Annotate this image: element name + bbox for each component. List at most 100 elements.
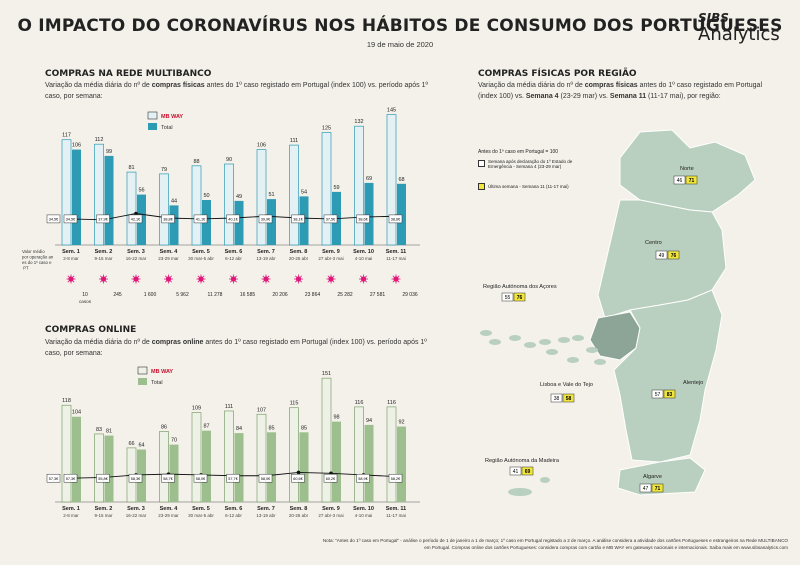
subcategory-label: 13-19 abr	[256, 513, 276, 518]
subcategory-label: 4-10 mai	[355, 513, 373, 518]
mbway-bar	[354, 125, 364, 246]
mbway-value-label: 118	[62, 398, 71, 404]
region-name-label: Região Autónoma da Madeira	[485, 458, 560, 464]
region-w11-value: 76	[517, 295, 523, 301]
avg-base-label: 34,5€	[49, 218, 59, 222]
category-label: Sem. 3	[127, 506, 145, 512]
legend-total-label: Total	[151, 380, 163, 386]
category-label: Sem. 11	[386, 249, 407, 255]
madeira-island-shape	[540, 477, 550, 483]
total-bar	[364, 182, 374, 245]
total-value-label: 94	[366, 418, 372, 424]
mbway-bar	[289, 144, 299, 246]
multibanco-title: COMPRAS NA REDE MULTIBANCO	[45, 69, 212, 79]
mbway-bar	[94, 433, 104, 503]
mbway-bar	[289, 407, 299, 503]
region-w4-value: 38	[554, 396, 560, 402]
avg-value-box	[63, 473, 78, 483]
avg-value-label: 38,8€	[163, 218, 173, 222]
avg-value-label: 57,3€	[66, 477, 76, 481]
total-bar	[72, 416, 81, 502]
mbway-bar	[321, 377, 332, 503]
virus-icon	[261, 274, 271, 284]
cases-value: 5 962	[176, 292, 189, 298]
cases-value: 11 278	[208, 292, 223, 298]
cases-value: 23 864	[305, 292, 321, 298]
subcategory-label: 4-10 mai	[355, 256, 373, 261]
total-bar	[169, 444, 179, 502]
category-label: Sem. 5	[192, 249, 210, 255]
total-value-label: 84	[236, 426, 242, 432]
online-desc-a: Variação da média diária do nº de	[45, 339, 152, 346]
total-bar	[397, 183, 406, 245]
region-w11-value: 76	[671, 253, 677, 259]
mbway-bar	[256, 149, 267, 246]
category-label: Sem. 11	[386, 506, 407, 512]
acores-island-shape	[489, 339, 501, 345]
mbway-bar	[191, 165, 202, 246]
avg-value-box	[193, 214, 208, 224]
mbway-bar	[159, 431, 169, 503]
region-w11-value: 58	[566, 396, 572, 402]
mbway-value-label: 107	[257, 407, 266, 413]
page-title: O IMPACTO DO CORONAVÍRUS NOS HÁBITOS DE …	[17, 16, 783, 36]
mbway-bar	[354, 406, 364, 503]
avg-value-box	[388, 214, 403, 224]
region-w4-box	[639, 483, 652, 493]
online-desc-c: antes do 1º caso registado em Portugal (…	[45, 339, 427, 357]
cases-value: 1 600	[144, 292, 157, 298]
total-value-label: 56	[138, 188, 144, 194]
subcategory-label: 2-8 mar	[63, 513, 79, 518]
total-value-label: 106	[72, 143, 81, 149]
legend-total-label: Total	[161, 125, 173, 131]
multibanco-desc-a: Variação da média diária do nº de	[45, 82, 152, 89]
category-label: Sem. 9	[322, 249, 340, 255]
multibanco-desc-c: antes do 1º caso registado em Portugal (…	[45, 82, 429, 100]
madeira-island-shape	[508, 488, 532, 496]
mbway-bar	[224, 163, 234, 246]
mbway-bar	[126, 171, 137, 246]
mbway-value-label: 106	[257, 143, 266, 149]
mbway-value-label: 151	[322, 371, 331, 377]
region-w4-box	[550, 393, 563, 403]
acores-island-shape	[586, 347, 598, 353]
virus-icon	[326, 274, 336, 284]
legend-mbway-swatch	[137, 366, 148, 375]
regions-desc-a: Variação da média diária do nº de	[478, 82, 585, 89]
total-bar	[299, 432, 309, 502]
cases-value: 10	[82, 292, 88, 298]
avg-value-label: 37,9€	[98, 218, 108, 222]
avg-value-label: 60,6€	[293, 477, 303, 481]
online-desc-b: compras online	[151, 339, 204, 346]
mbway-bar	[159, 173, 169, 246]
total-value-label: 50	[203, 193, 209, 199]
subcategory-label: 23-29 mar	[158, 256, 179, 261]
total-value-label: 81	[106, 429, 112, 435]
avg-value-label: 38,6€	[358, 218, 368, 222]
mbway-bar	[224, 410, 234, 503]
page-date: 19 de maio de 2020	[366, 40, 434, 49]
region-w4-box	[673, 175, 686, 185]
legend-total-swatch	[148, 123, 157, 130]
category-label: Sem. 7	[257, 506, 275, 512]
legend-w4-swatch	[478, 160, 485, 167]
mbway-value-label: 125	[322, 126, 331, 132]
regions-desc-c: antes do 1º caso registado em Portugal (…	[478, 82, 762, 100]
avg-value-label: 34,5€	[66, 218, 76, 222]
region-w4-value: 46	[677, 178, 683, 184]
mbway-value-label: 112	[95, 137, 104, 143]
total-bar	[104, 435, 114, 502]
acores-island-shape	[558, 337, 570, 343]
category-label: Sem. 1	[62, 249, 80, 255]
mbway-value-label: 79	[161, 167, 167, 173]
mbway-value-label: 117	[62, 133, 71, 139]
region-name-label: Norte	[680, 166, 694, 172]
mbway-bar	[61, 139, 72, 246]
category-label: Sem. 2	[95, 249, 113, 255]
avg-value-label: 57,7€	[228, 477, 238, 481]
avg-value-box	[161, 214, 175, 224]
mbway-value-label: 83	[96, 427, 102, 433]
avg-value-label: 38,6€	[391, 218, 401, 222]
